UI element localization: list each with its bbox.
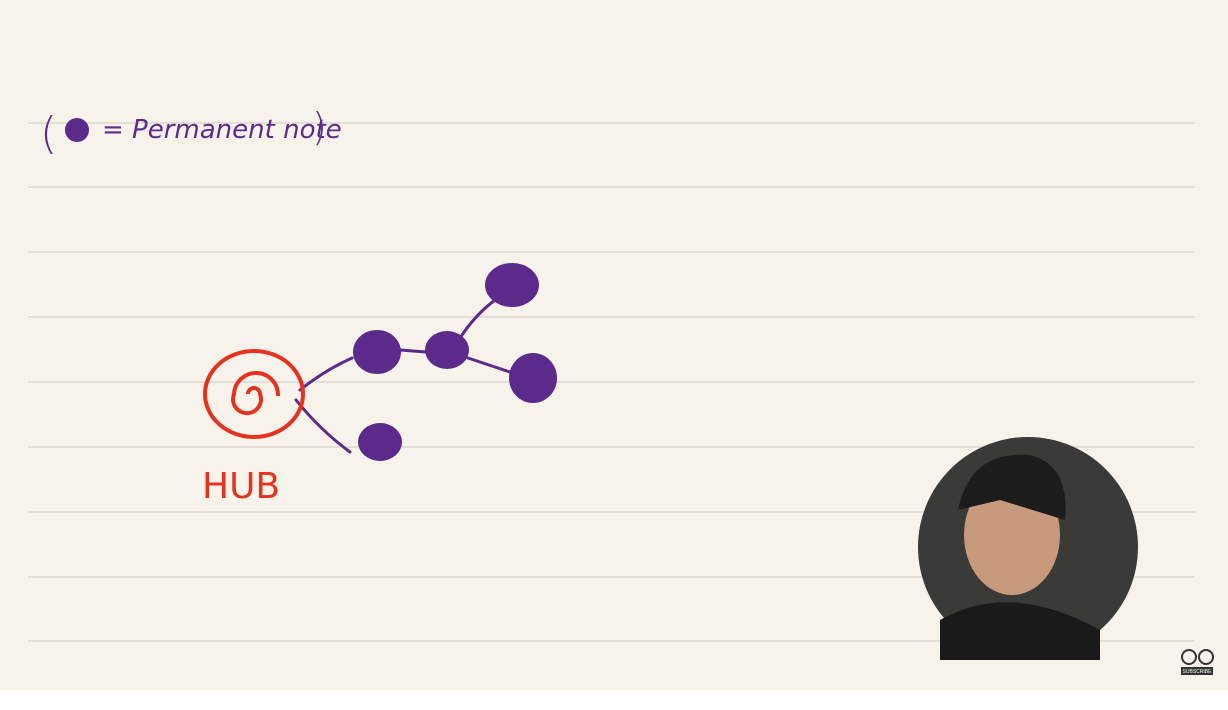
permanent-notes [353,263,557,461]
legend-dot [65,118,89,142]
webcam-shirt [940,602,1100,660]
webcam-hair [958,454,1066,520]
legend-close: ) [312,105,327,149]
legend-open: ( [40,108,57,159]
hub-label: HUB [202,466,280,507]
subscribe-badge[interactable]: SUBSCRIBE [1181,649,1214,675]
subscribe-label[interactable]: SUBSCRIBE [1183,669,1213,675]
hub-spiral [203,349,305,439]
legend-text: = Permanent note [102,115,342,145]
